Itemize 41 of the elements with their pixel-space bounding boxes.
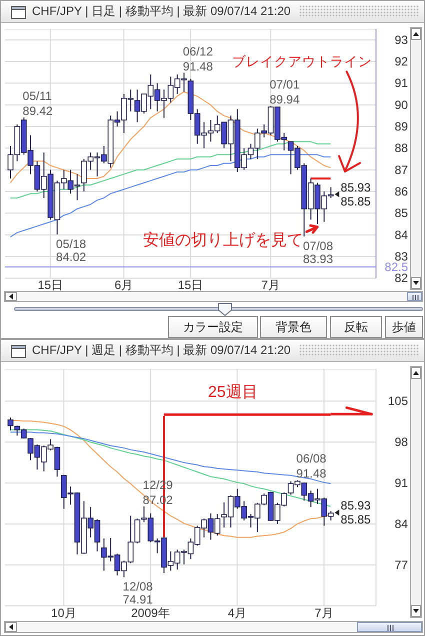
y-tick-label: 87 [394,162,408,176]
x-tick-label: 6月 [114,278,134,292]
y-tick-label: 91 [394,76,408,90]
y-tick-label: 85 [394,206,408,220]
x-tick-label: 15日 [38,278,64,292]
text: 85.93 85.85 [340,180,372,208]
button: カラー設定 [168,316,258,338]
annotation: 06/08 91.48 [296,452,327,481]
x-tick-label: 10月 [51,605,76,620]
text: ブレイクアウトライン [232,54,372,68]
y-tick-label: 93 [394,32,408,46]
y-tick-label: 92 [394,54,408,68]
series-label: 25週目 [208,384,258,400]
annotation: 12/08 74.91 [122,580,154,607]
annotation: 安値の切り上げを見て [143,230,303,248]
x-tick-label: 2009年 [131,605,170,620]
y-tick-label: 89 [394,119,408,134]
x-tick-label: 7月 [261,278,280,292]
annotation: 07/01 89.94 [270,78,300,107]
annotation: 07/08 83.93 [302,238,334,266]
y-tick-label: 84 [394,227,408,242]
y-tick-label: 90 [394,97,408,112]
y-tick-label: 77 [394,557,408,572]
y-tick-label: 105 [388,394,408,408]
x-tick-label: 4月 [228,605,247,620]
button: 歩値 [385,316,423,338]
y-tick-label: 98 [394,434,408,449]
annotation: 05/18 84.02 [56,236,86,264]
text: 85.93 85.85 [340,498,372,527]
annotation: 05/11 89.42 [22,88,54,118]
annotation: 06/12 91.48 [182,44,214,74]
y-tick-label: 84 [394,516,408,530]
y-tick-label: 91 [394,476,408,490]
chart-title: CHF/JPY | 日足 | 移動平均 | 最新 09/07/14 21:20 [32,3,291,20]
y-tick-label: 88 [394,140,408,155]
x-tick-label: 15日 [178,278,204,292]
chart-title: CHF/JPY | 週足 | 移動平均 | 最新 09/07/14 21:20 [32,342,291,359]
x-tick-label: 7月 [314,605,334,620]
button: 反転 [330,316,382,338]
button: 背景色 [260,316,327,338]
y-tick-label: 86 [394,184,408,198]
